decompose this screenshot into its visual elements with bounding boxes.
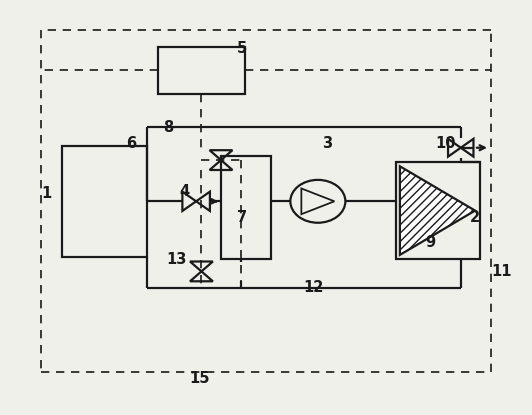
Text: 12: 12 [303, 281, 324, 295]
Text: 6: 6 [126, 136, 136, 151]
Text: 1: 1 [41, 186, 52, 200]
Bar [62, 146, 147, 257]
Bar [221, 156, 271, 259]
Text: 3: 3 [322, 136, 332, 151]
Text: 7: 7 [237, 210, 247, 225]
Text: 9: 9 [425, 235, 435, 250]
Text: 11: 11 [491, 264, 512, 279]
Text: 13: 13 [166, 251, 186, 266]
Text: 15: 15 [189, 371, 210, 386]
Polygon shape [400, 166, 475, 255]
Text: 10: 10 [436, 136, 456, 151]
Text: 8: 8 [163, 120, 173, 134]
Bar [157, 47, 245, 94]
Text: 2: 2 [470, 210, 480, 225]
Bar [396, 162, 480, 259]
Text: 5: 5 [237, 42, 247, 56]
Text: 4: 4 [179, 183, 189, 198]
